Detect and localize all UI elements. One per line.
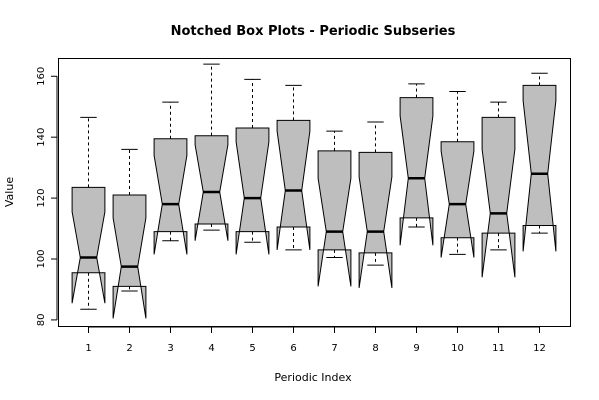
box-5 xyxy=(235,78,270,255)
box-1 xyxy=(71,116,106,310)
notched-box xyxy=(276,119,311,250)
x-tick-label: 3 xyxy=(167,343,173,354)
box-12 xyxy=(522,72,557,252)
notched-box xyxy=(71,186,106,304)
notched-box xyxy=(399,97,434,246)
x-tick-label: 9 xyxy=(413,343,419,354)
notched-box xyxy=(235,127,270,255)
x-tick-label: 2 xyxy=(126,343,132,354)
notched-box xyxy=(153,138,188,255)
y-axis-label: Value xyxy=(3,177,16,207)
y-tick-label: 120 xyxy=(36,189,47,208)
box-6 xyxy=(276,84,311,251)
notched-box xyxy=(194,135,229,241)
notched-box xyxy=(358,151,393,288)
x-tick-label: 8 xyxy=(372,343,378,354)
y-tick-label: 100 xyxy=(36,249,47,268)
x-tick-label: 4 xyxy=(208,343,214,354)
x-tick-label: 11 xyxy=(492,343,505,354)
x-tick-label: 1 xyxy=(85,343,91,354)
x-tick-label: 5 xyxy=(249,343,255,354)
x-axis: 1 2 3 4 5 6 7 8 9 10 11 12 xyxy=(85,326,546,354)
notched-box xyxy=(522,84,557,252)
x-tick-label: 10 xyxy=(451,343,464,354)
box-4 xyxy=(194,63,229,241)
box-2 xyxy=(112,148,147,319)
box-11 xyxy=(481,101,516,278)
x-tick-label: 12 xyxy=(533,343,546,354)
x-axis-label: Periodic Index xyxy=(274,371,352,384)
box-10 xyxy=(440,91,475,258)
chart-title: Notched Box Plots - Periodic Subseries xyxy=(171,24,456,39)
y-axis: 80 100 120 140 160 xyxy=(36,67,58,327)
notched-box xyxy=(440,141,475,258)
box-9 xyxy=(399,83,434,246)
notched-box xyxy=(112,194,147,319)
notched-box xyxy=(481,116,516,278)
y-tick-label: 140 xyxy=(36,128,47,147)
box-series xyxy=(71,63,557,319)
box-7 xyxy=(317,130,352,287)
x-tick-label: 7 xyxy=(331,343,337,354)
box-8 xyxy=(358,121,393,288)
box-3 xyxy=(153,101,188,255)
y-tick-label: 80 xyxy=(36,314,47,327)
y-tick-label: 160 xyxy=(36,67,47,86)
notched-box xyxy=(317,150,352,287)
x-tick-label: 6 xyxy=(290,343,296,354)
